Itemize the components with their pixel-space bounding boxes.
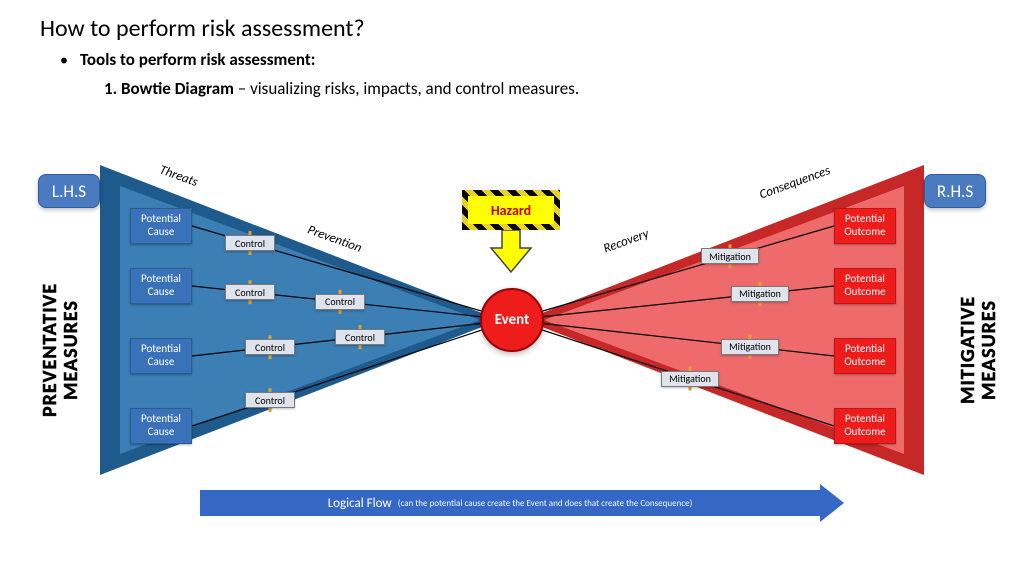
bullet-dot: • (60, 51, 68, 70)
potential-outcome: PotentialOutcome (834, 338, 896, 374)
control-label: Control (315, 294, 365, 310)
potential-cause: PotentialCause (130, 408, 192, 444)
potential-outcome: PotentialOutcome (834, 408, 896, 444)
event-circle: Event (480, 288, 544, 352)
mitigation-label: Mitigation (731, 286, 789, 302)
rhs-tag: R.H.S (924, 174, 986, 208)
bullet-text: Tools to perform risk assessment: (80, 49, 315, 70)
mitigation-label: Mitigation (661, 371, 719, 387)
sub-rest: – visualizing risks, impacts, and contro… (234, 78, 579, 99)
potential-cause: PotentialCause (130, 338, 192, 374)
slide-header: How to perform risk assessment? • Tools … (0, 0, 1024, 99)
sub-row: 1. Bowtie Diagram – visualizing risks, i… (40, 78, 984, 99)
control-label: Control (245, 392, 295, 408)
potential-outcome: PotentialOutcome (834, 208, 896, 244)
bowtie-diagram: Control Control Control Control Control Contr… (0, 150, 1024, 530)
potential-outcome: PotentialOutcome (834, 268, 896, 304)
mitigation-label: Mitigation (701, 248, 759, 264)
control-label: Control (225, 284, 275, 300)
slide-title: How to perform risk assessment? (40, 14, 984, 43)
lhs-tag: L.H.S (38, 174, 100, 208)
potential-cause: PotentialCause (130, 268, 192, 304)
right-vertical-label: MITIGATIVEMEASURES (958, 240, 1000, 460)
sub-bold: 1. Bowtie Diagram (104, 78, 234, 99)
control-label: Control (225, 235, 275, 251)
bullet-row: • Tools to perform risk assessment: (40, 49, 984, 70)
hazard-box: Hazard (462, 190, 560, 230)
control-label: Control (335, 329, 385, 345)
left-vertical-label: PREVENTATIVEMEASURES (40, 240, 82, 460)
control-label: Control (245, 339, 295, 355)
logical-flow-bar: Logical Flow(can the potential cause cre… (200, 490, 840, 516)
potential-cause: PotentialCause (130, 208, 192, 244)
mitigation-label: Mitigation (721, 339, 779, 355)
